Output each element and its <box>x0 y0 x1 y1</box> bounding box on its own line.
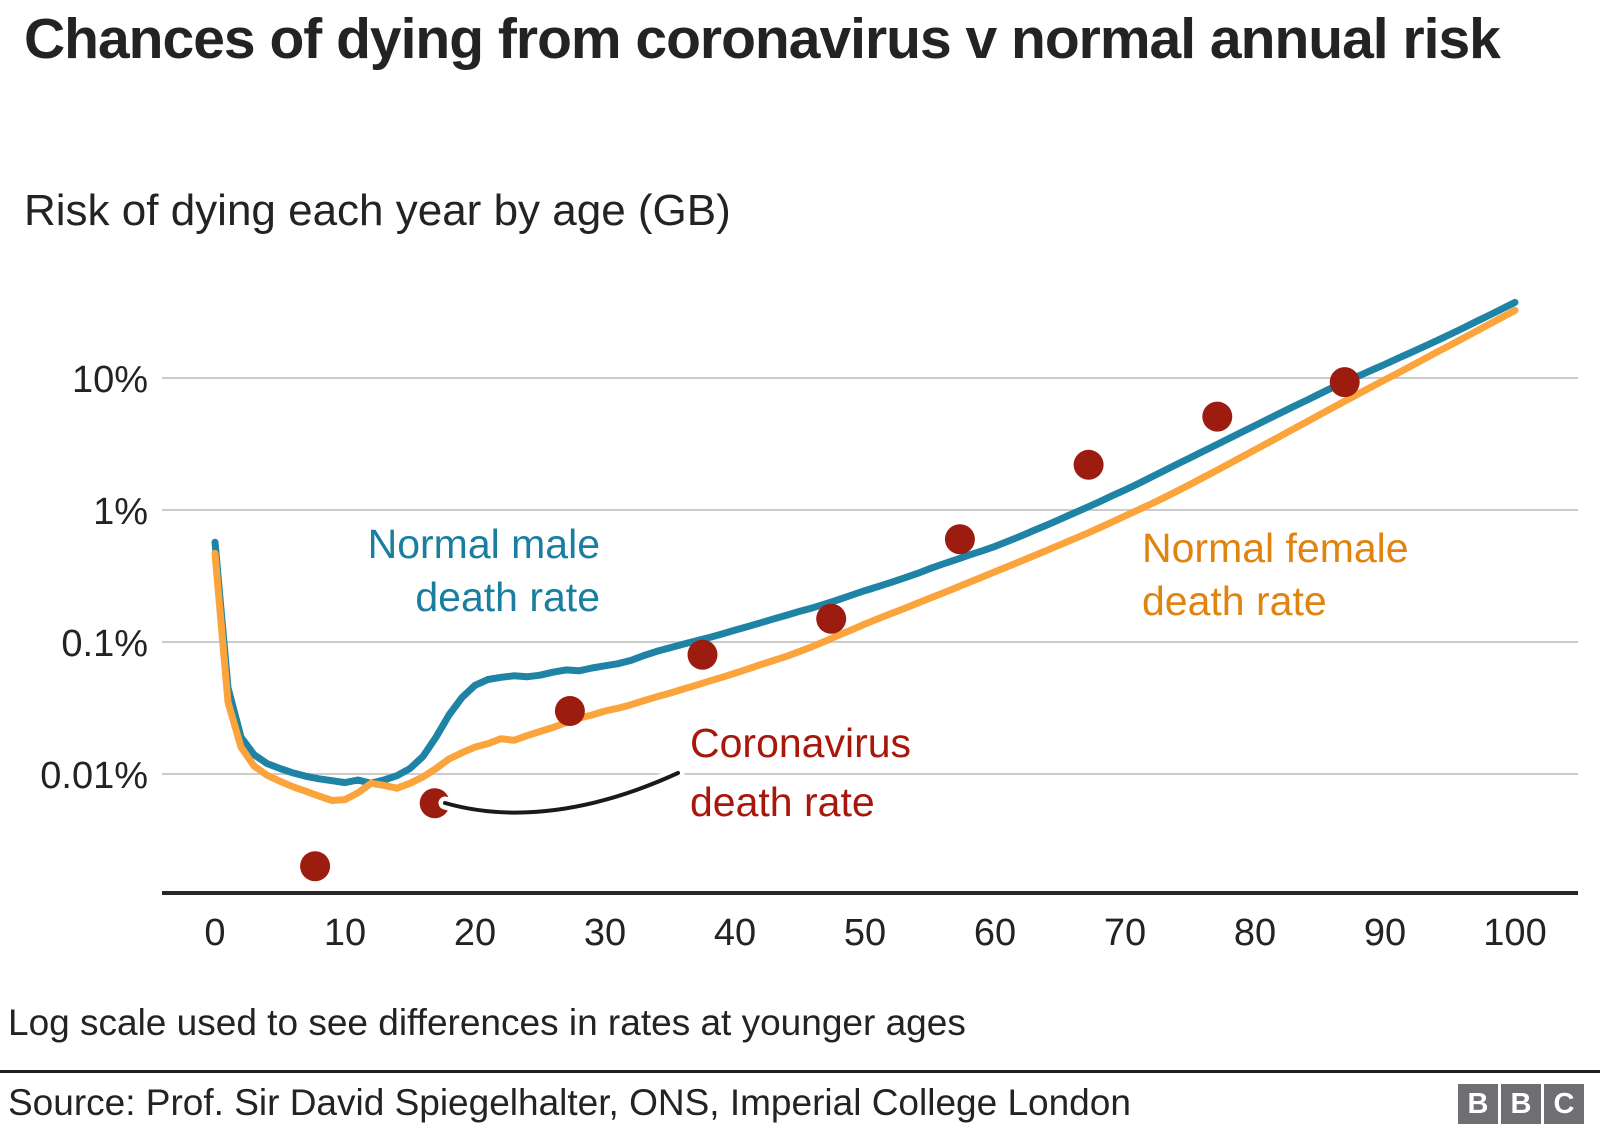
page-title: Chances of dying from coronavirus v norm… <box>24 7 1501 71</box>
x-tick-label: 100 <box>1483 912 1546 954</box>
coronavirus-dot-40-49 <box>816 603 847 634</box>
coronavirus-annotation-pointer <box>438 766 685 820</box>
bbc-logo: B B C <box>1458 1084 1584 1124</box>
log-scale-footnote: Log scale used to see differences in rat… <box>8 1002 966 1043</box>
x-tick-label: 30 <box>584 912 626 954</box>
coronavirus-dot-0-9 <box>300 851 331 882</box>
x-tick-label: 20 <box>454 912 496 954</box>
gridlines <box>162 377 1578 775</box>
bbc-logo-block-2: B <box>1501 1084 1541 1124</box>
y-tick-label: 0.1% <box>61 623 148 665</box>
x-tick-label: 0 <box>204 912 225 954</box>
x-tick-label: 90 <box>1364 912 1406 954</box>
male-label-line1: Normal male <box>368 521 600 567</box>
y-axis-labels: 10% 1% 0.1% 0.01% <box>40 359 148 797</box>
coronavirus-dot-20-29 <box>554 696 585 727</box>
series-group <box>211 298 1519 804</box>
annotation-curve-halo <box>438 766 685 820</box>
x-tick-label: 80 <box>1234 912 1276 954</box>
y-tick-label: 0.01% <box>40 755 148 797</box>
source-credit: Source: Prof. Sir David Spiegelhalter, O… <box>8 1082 1131 1123</box>
annotation-curve <box>443 771 680 815</box>
coronavirus-dot-80+ <box>1329 367 1360 398</box>
bbc-logo-block-3: C <box>1544 1084 1584 1124</box>
chart-subtitle: Risk of dying each year by age (GB) <box>24 186 731 235</box>
coronavirus-dot-70-79 <box>1202 401 1233 432</box>
female-label-line1: Normal female <box>1142 525 1409 571</box>
x-tick-label: 60 <box>974 912 1016 954</box>
coronavirus-dot-10-19 <box>419 788 450 819</box>
coronavirus-dot-60-69 <box>1073 449 1104 480</box>
coronavirus-label: Coronavirus death rate <box>690 720 911 825</box>
female-label-line2: death rate <box>1142 578 1327 624</box>
y-tick-label: 10% <box>72 359 148 401</box>
coronavirus-label-line1: Coronavirus <box>690 720 911 766</box>
x-tick-label: 40 <box>714 912 756 954</box>
female-death-rate-line <box>211 306 1519 804</box>
y-tick-label: 1% <box>93 491 148 533</box>
footer-divider <box>0 1070 1600 1073</box>
x-tick-label: 50 <box>844 912 886 954</box>
coronavirus-death-rate-dots <box>300 367 1360 882</box>
coronavirus-dot-50-59 <box>944 524 975 555</box>
coronavirus-dot-30-39 <box>687 639 718 670</box>
x-tick-label: 10 <box>324 912 366 954</box>
male-death-rate-line <box>211 298 1519 787</box>
x-tick-label: 70 <box>1104 912 1146 954</box>
male-label-line2: death rate <box>415 574 600 620</box>
male-line-label: Normal male death rate <box>368 521 600 620</box>
x-axis-labels: 0 10 20 30 40 50 60 70 80 90 100 <box>204 912 1546 954</box>
coronavirus-label-line2: death rate <box>690 779 875 825</box>
female-line-label: Normal female death rate <box>1142 525 1409 624</box>
bbc-logo-block-1: B <box>1458 1084 1498 1124</box>
